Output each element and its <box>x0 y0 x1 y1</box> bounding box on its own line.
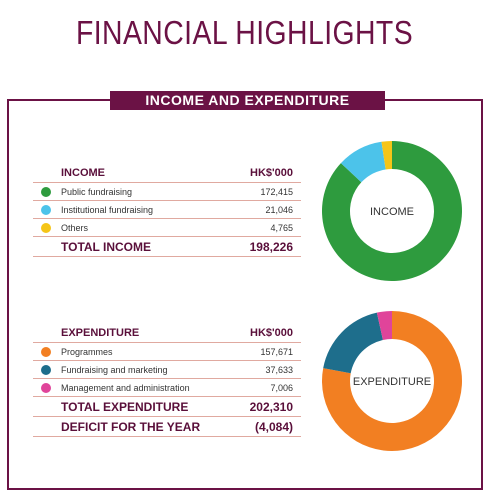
total-label: TOTAL EXPENDITURE <box>61 399 189 414</box>
donut-center-label: EXPENDITURE <box>353 376 431 388</box>
expenditure-unit-label: HK$'000 <box>250 326 293 339</box>
row-label: Management and administration <box>61 382 190 393</box>
row-value: 37,633 <box>265 364 293 375</box>
donut-slice-fundraising-and-marketing <box>323 312 383 374</box>
page-title: FINANCIAL HIGHLIGHTS <box>75 14 414 51</box>
legend-dot-icon <box>41 364 51 375</box>
total-label: TOTAL INCOME <box>61 239 151 254</box>
row-label: Public fundraising <box>61 186 133 197</box>
row-label: Programmes <box>61 346 113 357</box>
deficit-label: DEFICIT FOR THE YEAR <box>61 419 201 434</box>
row-value: 157,671 <box>260 346 293 357</box>
income-table-header: INCOME HK$'000 <box>33 163 301 183</box>
deficit-row: DEFICIT FOR THE YEAR (4,084) <box>33 417 301 437</box>
section-banner: INCOME AND EXPENDITURE <box>110 91 385 110</box>
legend-dot-icon <box>41 346 51 357</box>
donut-slice-public-fundraising <box>322 141 462 281</box>
legend-dot-icon <box>41 382 51 393</box>
legend-dot-icon <box>41 204 51 215</box>
income-header-label: INCOME <box>61 166 105 179</box>
table-row: Programmes 157,671 <box>33 343 301 361</box>
expenditure-total-row: TOTAL EXPENDITURE 202,310 <box>33 397 301 417</box>
income-total-row: TOTAL INCOME 198,226 <box>33 237 301 257</box>
deficit-value: (4,084) <box>254 419 293 434</box>
income-table: INCOME HK$'000 Public fundraising 172,41… <box>33 163 301 257</box>
row-value: 7,006 <box>270 382 293 393</box>
table-row: Institutional fundraising 21,046 <box>33 201 301 219</box>
row-value: 4,765 <box>270 222 293 233</box>
total-value: 198,226 <box>249 239 293 254</box>
row-value: 172,415 <box>260 186 293 197</box>
income-unit-label: HK$'000 <box>250 166 293 179</box>
row-label: Others <box>61 222 89 233</box>
row-value: 21,046 <box>265 204 293 215</box>
income-donut-chart: INCOME <box>322 141 462 281</box>
donut-slice-programmes <box>322 311 462 451</box>
table-row: Fundraising and marketing 37,633 <box>33 361 301 379</box>
table-row: Public fundraising 172,415 <box>33 183 301 201</box>
expenditure-donut-chart: EXPENDITURE <box>322 311 462 451</box>
table-row: Others 4,765 <box>33 219 301 237</box>
donut-slice-management-and-administration <box>376 311 392 340</box>
legend-dot-icon <box>41 186 51 197</box>
total-value: 202,310 <box>249 399 293 414</box>
expenditure-header-label: EXPENDITURE <box>61 326 140 339</box>
legend-dot-icon <box>41 222 51 233</box>
table-row: Management and administration 7,006 <box>33 379 301 397</box>
expenditure-table-header: EXPENDITURE HK$'000 <box>33 323 301 343</box>
donut-slice-others <box>381 141 392 170</box>
expenditure-table: EXPENDITURE HK$'000 Programmes 157,671 F… <box>33 323 301 437</box>
donut-slice-institutional-fundraising <box>340 141 386 183</box>
donut-center-label: INCOME <box>370 206 414 218</box>
row-label: Institutional fundraising <box>61 204 154 215</box>
row-label: Fundraising and marketing <box>61 364 168 375</box>
